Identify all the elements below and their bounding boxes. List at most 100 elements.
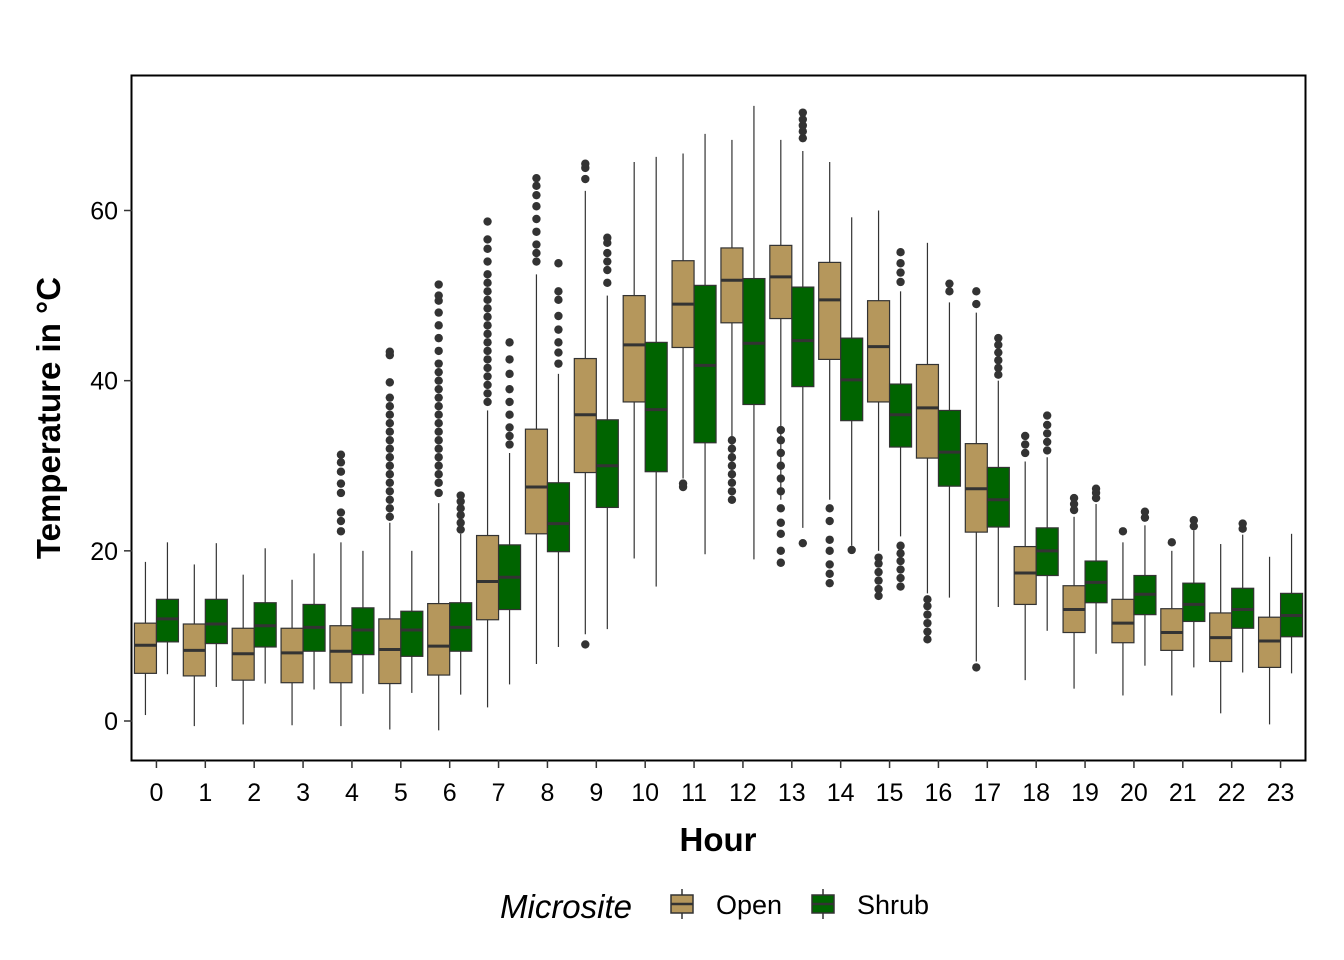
box-iqr [546, 482, 571, 553]
box-open-hour-14 [818, 162, 842, 588]
outlier-point [727, 444, 737, 453]
x-tick-label: 1 [198, 779, 212, 807]
outlier-point [483, 338, 492, 347]
outlier-point [923, 610, 932, 619]
outlier-point [554, 259, 563, 268]
outlier-point [434, 280, 443, 289]
outlier-point [483, 287, 492, 296]
outlier-point [896, 573, 905, 583]
box-shrub-hour-18 [1035, 411, 1059, 631]
outlier-point [434, 384, 443, 394]
outlier-point [554, 359, 563, 368]
box-open-hour-17 [964, 287, 988, 672]
outlier-point [385, 427, 395, 436]
plot-marks [133, 105, 1304, 731]
outlier-point [945, 279, 954, 288]
box-open-hour-2 [231, 574, 255, 725]
outlier-point [776, 461, 786, 470]
outlier-point [456, 491, 465, 500]
box-open-hour-3 [280, 579, 304, 726]
outlier-point [483, 295, 492, 305]
outlier-point [505, 410, 514, 419]
outlier-point [678, 479, 688, 488]
outlier-point [532, 227, 541, 236]
outlier-point [923, 627, 932, 636]
box-open-hour-11 [671, 153, 695, 492]
x-tick-label: 5 [394, 779, 408, 807]
outlier-point [994, 363, 1003, 373]
box-shrub-hour-7 [497, 338, 522, 685]
outlier-point [505, 431, 514, 441]
outlier-point [336, 527, 346, 536]
outlier-point [505, 338, 514, 347]
outlier-point [483, 257, 492, 266]
plot-panel-border [130, 74, 1307, 762]
outlier-point [972, 287, 981, 296]
outlier-point [1020, 431, 1030, 441]
box-open-hour-15 [866, 210, 891, 601]
outlier-point [1189, 516, 1199, 525]
box-shrub-hour-6 [449, 491, 473, 695]
box-iqr [133, 622, 158, 674]
box-open-hour-1 [182, 564, 206, 727]
outlier-point [554, 287, 563, 296]
outlier-point [483, 397, 492, 407]
outlier-point [385, 444, 395, 453]
box-iqr [1182, 582, 1206, 623]
outlier-point [847, 545, 856, 555]
x-tick-label: 22 [1218, 779, 1246, 807]
outlier-point [385, 393, 395, 402]
outlier-point [825, 535, 834, 544]
box-iqr [720, 247, 744, 324]
outlier-point [825, 569, 834, 579]
outlier-point [1140, 507, 1150, 516]
x-tick-label: 9 [589, 779, 603, 807]
box-shrub-hour-1 [204, 543, 228, 687]
outlier-point [434, 321, 443, 330]
outlier-point [456, 504, 465, 513]
outlier-point [1042, 437, 1052, 447]
box-open-hour-23 [1257, 556, 1282, 725]
y-axis-title: Temperature in °C [30, 277, 67, 559]
box-iqr [524, 428, 549, 535]
x-tick-label: 0 [149, 779, 163, 807]
box-iqr [1160, 608, 1184, 651]
outlier-point [554, 348, 563, 357]
box-iqr [915, 363, 940, 459]
outlier-point [798, 108, 808, 117]
box-iqr [644, 341, 668, 473]
x-tick-label: 12 [729, 779, 757, 807]
box-shrub-hour-21 [1182, 516, 1206, 668]
outlier-point [434, 308, 443, 317]
x-tick-label: 10 [631, 779, 659, 807]
outlier-point [1091, 484, 1101, 493]
box-shrub-hour-22 [1231, 519, 1255, 673]
box-open-hour-10 [622, 162, 646, 559]
outlier-point [798, 538, 808, 548]
outlier-point [505, 397, 514, 407]
box-iqr [742, 277, 766, 406]
box-iqr [427, 602, 451, 676]
outlier-point [874, 576, 883, 585]
outlier-point [434, 478, 443, 487]
x-tick-label: 20 [1120, 779, 1148, 807]
outlier-point [434, 367, 443, 377]
outlier-point [776, 436, 786, 445]
x-tick-label: 23 [1267, 779, 1295, 807]
box-iqr [1013, 545, 1037, 606]
outlier-point [385, 495, 395, 504]
outlier-point [434, 401, 443, 411]
outlier-point [483, 270, 492, 279]
outlier-point [385, 512, 395, 521]
outlier-point [825, 578, 834, 588]
outlier-point [1118, 527, 1128, 536]
outlier-point [554, 325, 563, 334]
x-tick-label: 3 [296, 779, 310, 807]
outlier-point [994, 356, 1003, 365]
y-tick-label: 60 [90, 198, 118, 226]
box-shrub-hour-20 [1133, 507, 1157, 666]
outlier-point [336, 479, 346, 488]
box-iqr [791, 286, 815, 388]
x-tick-label: 15 [876, 779, 904, 807]
